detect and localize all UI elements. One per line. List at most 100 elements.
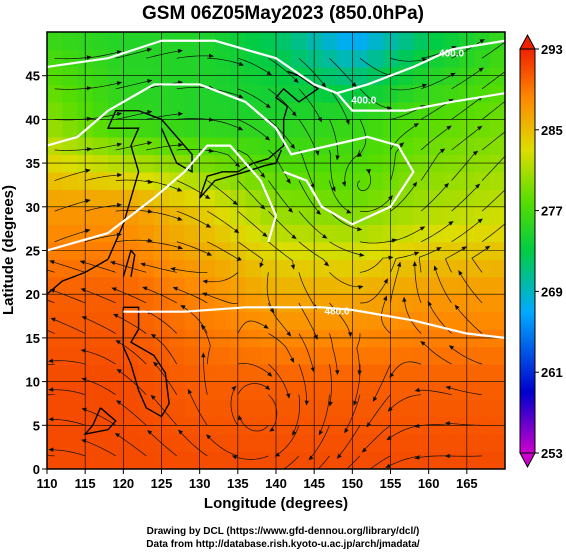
temperature-cell bbox=[429, 84, 445, 102]
temperature-cell bbox=[337, 382, 353, 400]
temperature-cell bbox=[429, 364, 445, 382]
temperature-cell bbox=[368, 172, 384, 190]
temperature-cell bbox=[490, 137, 506, 155]
y-tick-label: 0 bbox=[33, 462, 40, 477]
temperature-cell bbox=[368, 434, 384, 452]
temperature-cell bbox=[47, 312, 63, 330]
colorbar-top-arrow bbox=[520, 35, 535, 49]
temperature-cell bbox=[413, 84, 429, 102]
temperature-cell bbox=[47, 189, 63, 207]
temperature-cell bbox=[184, 49, 200, 67]
data-credit: Data from http://database.rish.kyoto-u.a… bbox=[0, 539, 566, 550]
temperature-cell bbox=[123, 172, 139, 190]
temperature-cell bbox=[108, 32, 124, 50]
temperature-cell bbox=[184, 312, 200, 330]
temperature-cell bbox=[444, 434, 460, 452]
contour-label: 400.0 bbox=[439, 48, 464, 59]
temperature-cell bbox=[47, 207, 63, 225]
temperature-cell bbox=[474, 382, 490, 400]
temperature-cell bbox=[78, 172, 94, 190]
temperature-cell bbox=[184, 434, 200, 452]
temperature-cell bbox=[322, 329, 338, 347]
y-tick-label: 25 bbox=[26, 244, 40, 259]
temperature-cell bbox=[444, 399, 460, 417]
temperature-cell bbox=[245, 277, 261, 295]
temperature-cell bbox=[215, 67, 231, 85]
temperature-cell bbox=[200, 364, 216, 382]
x-tick-label: 160 bbox=[418, 476, 440, 491]
temperature-cell bbox=[429, 347, 445, 365]
temperature-cell bbox=[139, 434, 155, 452]
temperature-cell bbox=[215, 312, 231, 330]
temperature-cell bbox=[261, 329, 277, 347]
temperature-cell bbox=[413, 32, 429, 50]
temperature-cell bbox=[215, 277, 231, 295]
temperature-cell bbox=[490, 294, 506, 312]
temperature-cell bbox=[245, 137, 261, 155]
temperature-cell bbox=[368, 189, 384, 207]
temperature-cell bbox=[398, 224, 414, 242]
temperature-cell bbox=[108, 329, 124, 347]
temperature-cell bbox=[352, 347, 368, 365]
temperature-cell bbox=[398, 259, 414, 277]
temperature-cell bbox=[245, 207, 261, 225]
colorbar-tick-label: 261 bbox=[541, 365, 563, 380]
temperature-cell bbox=[459, 434, 475, 452]
temperature-cell bbox=[413, 102, 429, 120]
temperature-cell bbox=[47, 102, 63, 120]
temperature-cell bbox=[474, 259, 490, 277]
temperature-cell bbox=[200, 329, 216, 347]
temperature-cell bbox=[444, 277, 460, 295]
temperature-cell bbox=[245, 172, 261, 190]
temperature-cell bbox=[139, 67, 155, 85]
colorbar-tick-label: 285 bbox=[541, 123, 563, 138]
temperature-cell bbox=[276, 259, 292, 277]
x-tick-label: 145 bbox=[303, 476, 325, 491]
temperature-cell bbox=[474, 452, 490, 470]
temperature-cell bbox=[444, 102, 460, 120]
colorbar-tick-label: 293 bbox=[541, 42, 563, 57]
temperature-cell bbox=[368, 347, 384, 365]
streamline-arrow bbox=[330, 479, 337, 486]
temperature-cell bbox=[429, 119, 445, 137]
temperature-cell bbox=[93, 259, 109, 277]
temperature-cell bbox=[352, 452, 368, 470]
colorbar-bottom-arrow bbox=[520, 453, 535, 467]
temperature-cell bbox=[413, 67, 429, 85]
temperature-cell bbox=[200, 102, 216, 120]
temperature-cell bbox=[368, 364, 384, 382]
temperature-cell bbox=[276, 277, 292, 295]
temperature-cell bbox=[352, 172, 368, 190]
temperature-cell bbox=[490, 364, 506, 382]
temperature-cell bbox=[337, 119, 353, 137]
temperature-cell bbox=[307, 32, 323, 50]
x-tick-label: 115 bbox=[75, 476, 96, 491]
temperature-cell bbox=[62, 189, 78, 207]
temperature-cell bbox=[444, 172, 460, 190]
temperature-cell bbox=[200, 119, 216, 137]
temperature-cell bbox=[78, 189, 94, 207]
streamline-arrow bbox=[17, 367, 23, 372]
temperature-cell bbox=[62, 172, 78, 190]
temperature-cell bbox=[368, 224, 384, 242]
temperature-cell bbox=[352, 329, 368, 347]
temperature-cell bbox=[413, 294, 429, 312]
temperature-cell bbox=[276, 32, 292, 50]
temperature-cell bbox=[322, 277, 338, 295]
temperature-cell bbox=[459, 207, 475, 225]
temperature-cell bbox=[139, 452, 155, 470]
temperature-cell bbox=[322, 119, 338, 137]
temperature-cell bbox=[200, 452, 216, 470]
temperature-cell bbox=[444, 119, 460, 137]
temperature-cell bbox=[123, 399, 139, 417]
temperature-cell bbox=[78, 67, 94, 85]
temperature-cell bbox=[169, 224, 185, 242]
temperature-cell bbox=[398, 207, 414, 225]
temperature-cell bbox=[291, 32, 307, 50]
temperature-cell bbox=[78, 382, 94, 400]
temperature-cell bbox=[215, 49, 231, 67]
temperature-cell bbox=[337, 452, 353, 470]
temperature-cell bbox=[490, 49, 506, 67]
temperature-cell bbox=[62, 452, 78, 470]
